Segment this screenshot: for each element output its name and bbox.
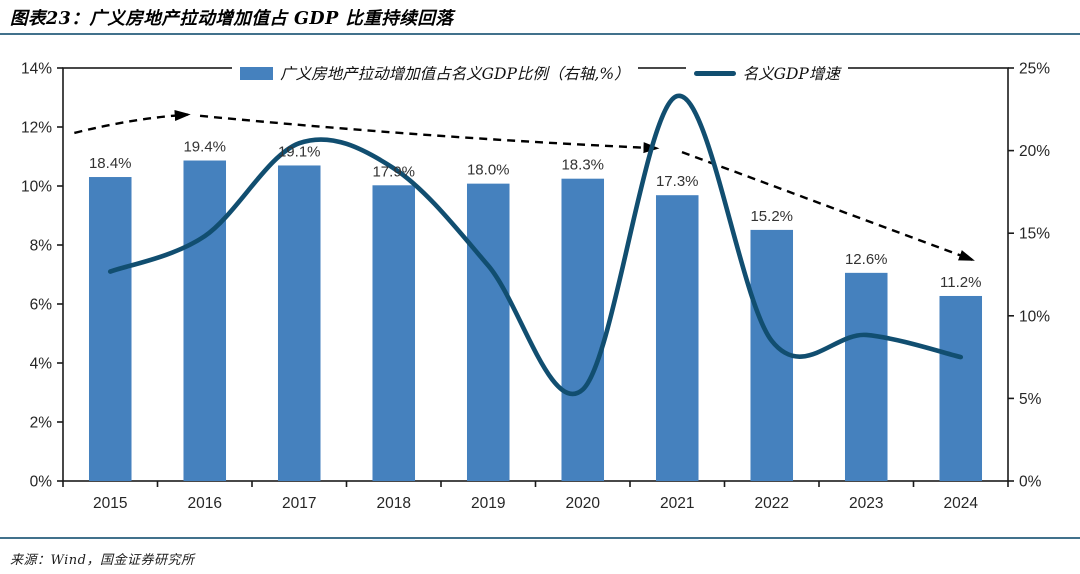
bar-2019: [466, 183, 510, 481]
bar-data-label: 18.3%: [561, 157, 604, 174]
left-axis-tick-label: 10%: [21, 179, 52, 196]
title-divider: [0, 33, 1080, 35]
source-divider: [0, 537, 1080, 539]
left-axis-tick-label: 4%: [30, 356, 53, 373]
x-axis-tick-label: 2020: [566, 495, 601, 512]
x-axis-tick-label: 2024: [944, 495, 979, 512]
bar-2017: [277, 165, 321, 481]
chart-title: 图表23：广义房地产拉动增加值占 GDP 比重持续回落: [10, 9, 454, 29]
trend-arrow: [74, 109, 191, 135]
bar-2016: [183, 160, 227, 481]
x-axis-tick-label: 2021: [660, 495, 694, 512]
bar-data-label: 19.1%: [278, 143, 321, 160]
right-axis-tick-label: 0%: [1019, 474, 1042, 491]
right-axis-tick-label: 25%: [1019, 61, 1050, 78]
x-axis-tick-label: 2018: [377, 495, 411, 512]
right-axis-tick-label: 5%: [1019, 391, 1042, 408]
right-axis-tick-label: 15%: [1019, 226, 1050, 243]
bar-data-label: 19.4%: [183, 139, 226, 156]
x-axis-tick-label: 2017: [282, 495, 316, 512]
left-axis-tick-label: 6%: [30, 297, 53, 314]
trend-arrow: [681, 150, 975, 261]
x-axis-tick-label: 2023: [849, 495, 883, 512]
left-axis-tick-label: 12%: [21, 120, 52, 137]
bar-data-label: 17.9%: [372, 163, 415, 180]
bar-2018: [372, 185, 416, 482]
bar-2024: [939, 295, 983, 481]
source-note: 来源：Wind，国金证券研究所: [10, 553, 195, 568]
bar-data-label: 15.2%: [750, 208, 793, 225]
bar-data-label: 18.0%: [467, 162, 510, 179]
trend-arrow: [199, 114, 660, 154]
x-axis-tick-label: 2019: [471, 495, 505, 512]
bar-2021: [655, 195, 699, 482]
left-axis-tick-label: 8%: [30, 238, 53, 255]
left-axis-tick-label: 14%: [21, 61, 52, 78]
x-axis-tick-label: 2015: [93, 495, 127, 512]
left-axis-tick-label: 2%: [30, 415, 53, 432]
left-axis-tick-label: 0%: [30, 474, 53, 491]
bar-2023: [844, 272, 888, 481]
bar-data-label: 12.6%: [845, 251, 888, 268]
bar-data-label: 11.2%: [940, 274, 981, 291]
gdp-growth-line: [107, 93, 964, 397]
bar-2020: [561, 178, 605, 481]
bar-2015: [88, 177, 132, 482]
right-axis-tick-label: 20%: [1019, 143, 1050, 160]
x-axis-tick-label: 2022: [755, 495, 789, 512]
x-axis-tick-label: 2016: [188, 495, 222, 512]
bar-data-label: 17.3%: [656, 173, 699, 190]
right-axis-tick-label: 10%: [1019, 308, 1050, 325]
bar-data-label: 18.4%: [89, 155, 132, 172]
